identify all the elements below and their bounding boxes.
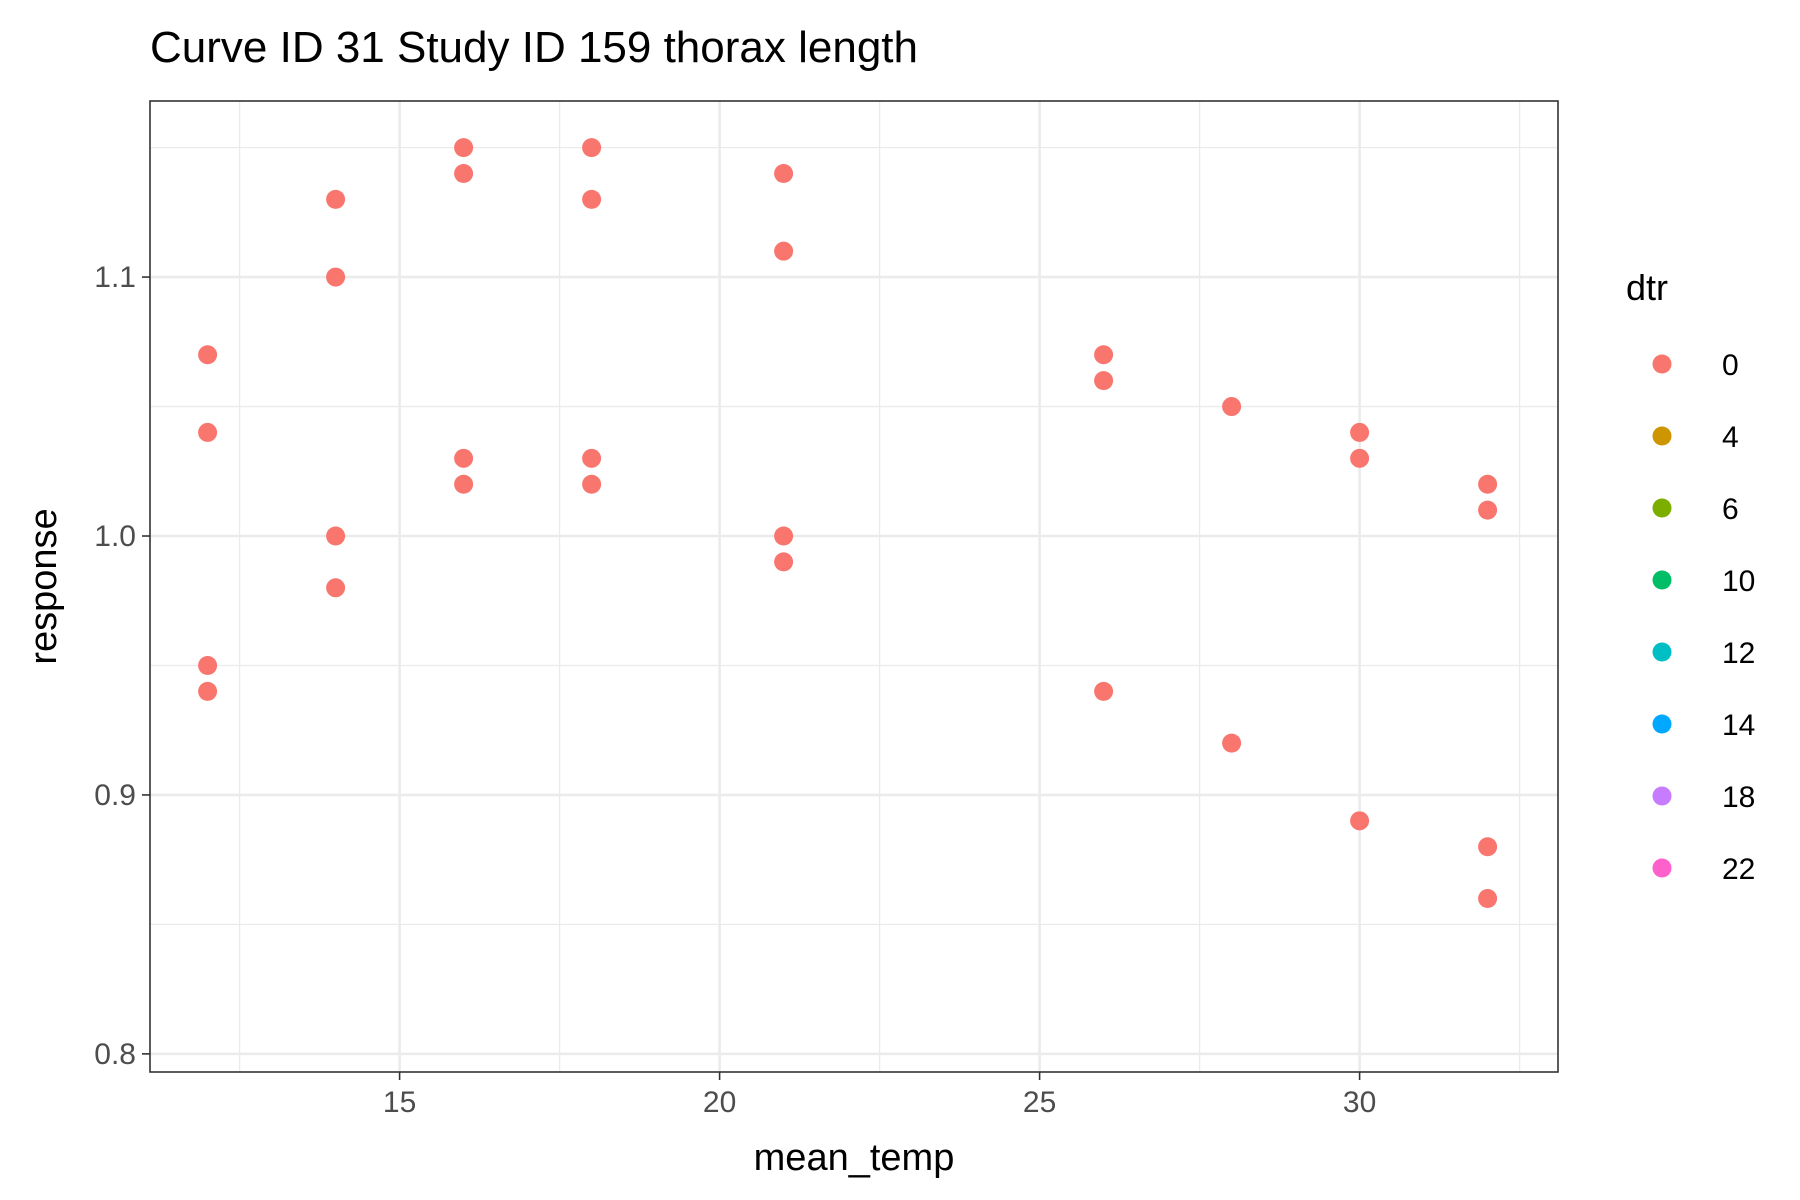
plot-panel — [150, 101, 1558, 1072]
data-points — [198, 138, 1498, 909]
major-gridlines — [150, 101, 1558, 1072]
legend-label: 0 — [1722, 349, 1739, 382]
data-point — [198, 345, 218, 365]
data-point — [1478, 837, 1498, 857]
y-tick-label: 1.1 — [94, 261, 136, 294]
legend-key — [1652, 498, 1672, 518]
data-point — [1094, 345, 1114, 365]
data-point — [774, 526, 794, 546]
data-point — [1222, 733, 1242, 753]
legend-label: 14 — [1722, 709, 1755, 742]
data-point — [454, 474, 474, 494]
y-tick-label: 1.0 — [94, 520, 136, 553]
x-tick-label: 30 — [1343, 1086, 1376, 1119]
data-point — [198, 681, 218, 701]
legend-key — [1652, 714, 1672, 734]
data-point — [1478, 474, 1498, 494]
data-point — [454, 448, 474, 468]
x-axis-title: mean_temp — [754, 1137, 955, 1179]
legend-title: dtr — [1626, 267, 1668, 308]
y-axis-ticks: 0.8 0.9 1.0 1.1 — [94, 261, 150, 1071]
legend-key — [1652, 642, 1672, 662]
x-tick-label: 20 — [703, 1086, 736, 1119]
data-point — [582, 189, 602, 209]
legend-label: 4 — [1722, 421, 1739, 454]
legend-label: 12 — [1722, 637, 1755, 670]
data-point — [582, 448, 602, 468]
y-tick-label: 0.8 — [94, 1038, 136, 1071]
data-point — [1094, 371, 1114, 391]
data-point — [454, 164, 474, 184]
legend-label: 22 — [1722, 853, 1755, 886]
data-point — [1350, 422, 1370, 442]
legend-label: 6 — [1722, 493, 1739, 526]
y-axis-title: response — [23, 508, 65, 664]
legend-key — [1652, 426, 1672, 446]
legend-key — [1652, 570, 1672, 590]
data-point — [326, 578, 346, 598]
data-point — [454, 138, 474, 158]
plot-border — [149, 100, 1559, 1073]
data-point — [1094, 681, 1114, 701]
data-point — [1350, 811, 1370, 831]
data-point — [582, 138, 602, 158]
data-point — [326, 267, 346, 287]
legend-label: 18 — [1722, 781, 1755, 814]
data-point — [1350, 448, 1370, 468]
data-point — [774, 241, 794, 261]
minor-gridlines — [150, 101, 1558, 1072]
legend-key — [1652, 786, 1672, 806]
data-point — [774, 552, 794, 572]
legend-key — [1652, 858, 1672, 878]
data-point — [326, 189, 346, 209]
legend: dtr 0 4 6 10 12 14 18 22 — [1626, 267, 1755, 886]
x-tick-label: 15 — [383, 1086, 416, 1119]
data-point — [582, 474, 602, 494]
data-point — [1222, 397, 1242, 417]
data-point — [1478, 889, 1498, 909]
x-tick-label: 25 — [1023, 1086, 1056, 1119]
legend-label: 10 — [1722, 565, 1755, 598]
data-point — [326, 526, 346, 546]
data-point — [1478, 500, 1498, 520]
chart-title: Curve ID 31 Study ID 159 thorax length — [150, 23, 918, 72]
legend-key — [1652, 354, 1672, 374]
data-point — [198, 422, 218, 442]
y-tick-label: 0.9 — [94, 779, 136, 812]
data-point — [774, 164, 794, 184]
x-axis-ticks: 15 20 25 30 — [383, 1072, 1376, 1119]
data-point — [198, 655, 218, 675]
plot-background — [150, 101, 1558, 1072]
